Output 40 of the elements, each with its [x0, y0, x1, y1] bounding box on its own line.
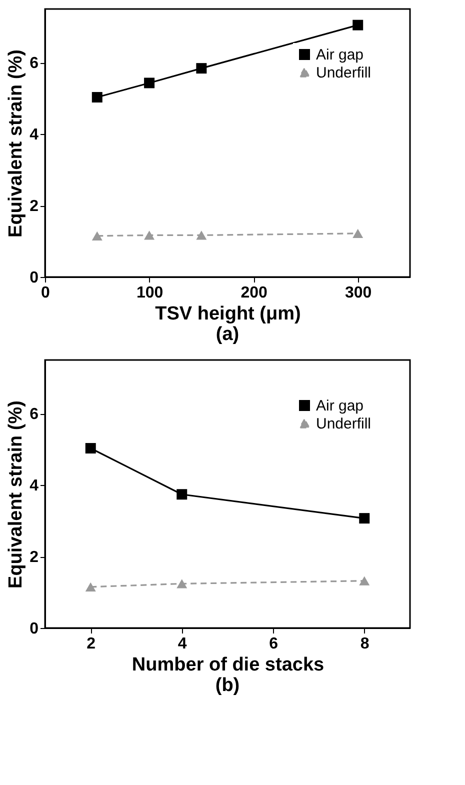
- point: [352, 228, 364, 238]
- y-axis-title: Equivalent strain (%): [6, 50, 27, 238]
- x-tick-label: 100: [136, 284, 164, 302]
- point: [359, 576, 370, 586]
- point: [144, 230, 155, 240]
- x-tick-label: 300: [345, 284, 372, 302]
- point: [352, 20, 364, 30]
- y-tick-label: 6: [30, 406, 39, 424]
- x-tick-label: 0: [41, 284, 50, 302]
- x-tick-label: 200: [240, 284, 268, 302]
- y-tick-label: 6: [30, 55, 39, 72]
- legend-label: Air gap: [316, 46, 364, 64]
- point: [92, 92, 102, 103]
- text: (a): [216, 324, 240, 345]
- x-tick-label: 2: [86, 636, 96, 652]
- point: [85, 582, 96, 592]
- legend-label: Air gap: [316, 398, 364, 414]
- y-tick-label: 0: [30, 270, 39, 286]
- x-tick-label: 4: [178, 636, 187, 652]
- point: [176, 489, 188, 500]
- point: [176, 579, 188, 588]
- point: [144, 78, 155, 88]
- point: [196, 230, 207, 240]
- point: [359, 513, 370, 524]
- y-tick-label: 0: [30, 620, 39, 638]
- point: [196, 63, 207, 74]
- point: [85, 443, 96, 454]
- y-tick-label: 4: [30, 478, 39, 495]
- x-axis-title: TSV height (μm): [155, 304, 301, 324]
- legend-label: Underfill: [316, 64, 372, 82]
- legend-label: Underfill: [316, 416, 372, 432]
- y-axis-title: Equivalent strain (%): [6, 400, 27, 588]
- point: [92, 231, 102, 240]
- text: (b): [215, 675, 240, 696]
- y-tick-label: 4: [30, 126, 39, 144]
- y-tick-label: 2: [30, 549, 39, 566]
- x-axis-title: Number of die stacks: [132, 654, 324, 676]
- x-tick-label: 6: [269, 636, 278, 652]
- y-tick-label: 2: [30, 198, 39, 216]
- x-tick-label: 8: [360, 636, 370, 652]
